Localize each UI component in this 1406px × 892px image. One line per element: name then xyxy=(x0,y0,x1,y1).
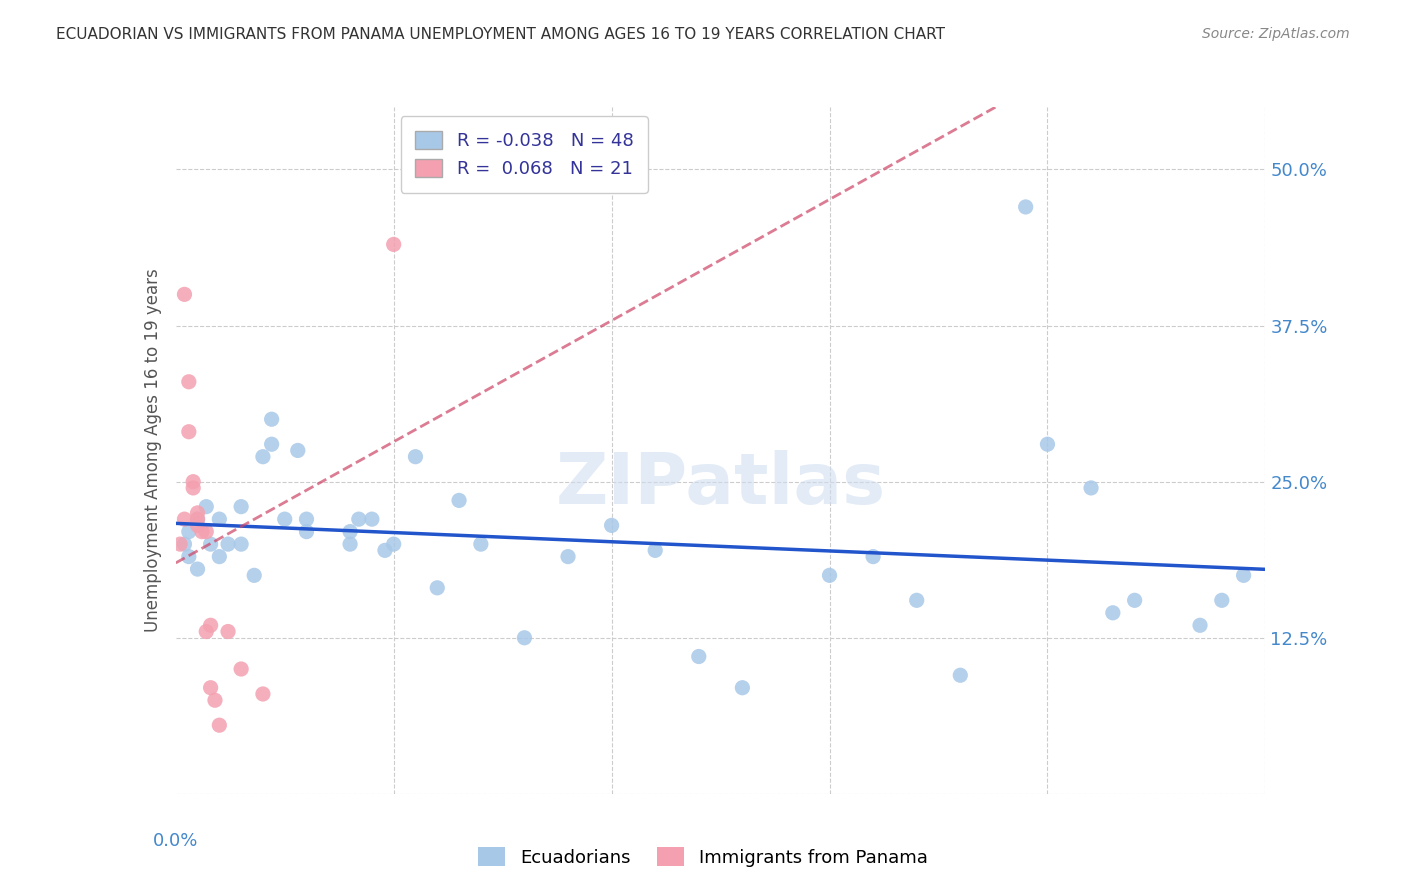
Point xyxy=(169,537,191,551)
Point xyxy=(186,512,209,526)
Point xyxy=(295,524,318,539)
Point xyxy=(339,537,361,551)
Point xyxy=(177,524,200,539)
Point xyxy=(217,537,239,551)
Point xyxy=(186,518,209,533)
Point xyxy=(173,512,195,526)
Point xyxy=(195,524,218,539)
Point xyxy=(447,493,470,508)
Point xyxy=(513,631,536,645)
Point xyxy=(243,568,266,582)
Point xyxy=(186,512,209,526)
Point xyxy=(557,549,579,564)
Text: ECUADORIAN VS IMMIGRANTS FROM PANAMA UNEMPLOYMENT AMONG AGES 16 TO 19 YEARS CORR: ECUADORIAN VS IMMIGRANTS FROM PANAMA UNE… xyxy=(56,27,945,42)
Point xyxy=(274,512,297,526)
Point xyxy=(200,537,222,551)
Point xyxy=(862,549,884,564)
Point xyxy=(231,662,253,676)
Point xyxy=(347,512,370,526)
Point xyxy=(260,437,283,451)
Point xyxy=(208,718,231,732)
Point xyxy=(1036,437,1059,451)
Point xyxy=(1211,593,1233,607)
Point xyxy=(186,562,209,576)
Point xyxy=(177,549,200,564)
Text: 0.0%: 0.0% xyxy=(153,831,198,850)
Legend: R = -0.038   N = 48, R =  0.068   N = 21: R = -0.038 N = 48, R = 0.068 N = 21 xyxy=(401,116,648,193)
Point xyxy=(200,618,222,632)
Point xyxy=(905,593,928,607)
Point xyxy=(200,681,222,695)
Point xyxy=(1080,481,1102,495)
Point xyxy=(949,668,972,682)
Point xyxy=(1102,606,1125,620)
Point xyxy=(1189,618,1212,632)
Point xyxy=(208,549,231,564)
Point xyxy=(818,568,841,582)
Point xyxy=(1015,200,1038,214)
Point xyxy=(382,537,405,551)
Point xyxy=(339,524,361,539)
Point xyxy=(688,649,710,664)
Point xyxy=(287,443,309,458)
Point xyxy=(217,624,239,639)
Point xyxy=(181,475,204,489)
Text: Source: ZipAtlas.com: Source: ZipAtlas.com xyxy=(1202,27,1350,41)
Point xyxy=(470,537,492,551)
Point xyxy=(231,537,253,551)
Point xyxy=(426,581,449,595)
Point xyxy=(374,543,396,558)
Point xyxy=(644,543,666,558)
Point xyxy=(181,481,204,495)
Point xyxy=(191,524,214,539)
Point xyxy=(231,500,253,514)
Point xyxy=(186,506,209,520)
Point xyxy=(208,512,231,526)
Point xyxy=(252,450,274,464)
Text: ZIPatlas: ZIPatlas xyxy=(555,450,886,519)
Point xyxy=(173,287,195,301)
Legend: Ecuadorians, Immigrants from Panama: Ecuadorians, Immigrants from Panama xyxy=(471,840,935,874)
Point xyxy=(177,425,200,439)
Point xyxy=(252,687,274,701)
Point xyxy=(260,412,283,426)
Point xyxy=(195,624,218,639)
Point xyxy=(405,450,427,464)
Y-axis label: Unemployment Among Ages 16 to 19 years: Unemployment Among Ages 16 to 19 years xyxy=(143,268,162,632)
Point xyxy=(600,518,623,533)
Point xyxy=(173,537,195,551)
Point xyxy=(1123,593,1146,607)
Point xyxy=(195,500,218,514)
Point xyxy=(1232,568,1256,582)
Point xyxy=(177,375,200,389)
Point xyxy=(204,693,226,707)
Point xyxy=(731,681,754,695)
Point xyxy=(295,512,318,526)
Point xyxy=(360,512,382,526)
Point xyxy=(382,237,405,252)
